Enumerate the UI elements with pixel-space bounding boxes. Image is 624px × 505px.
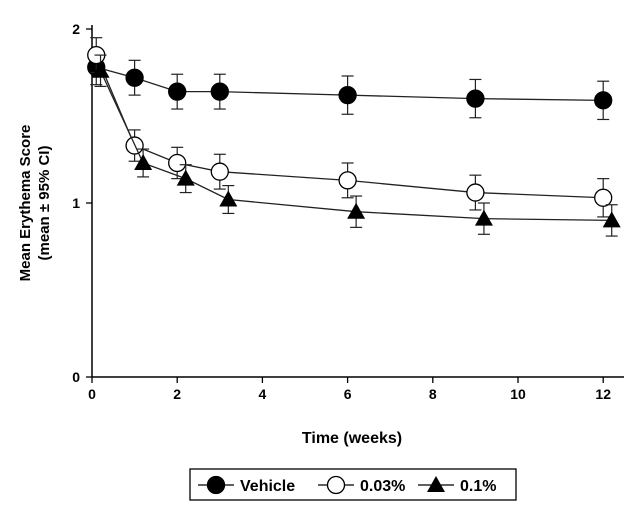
series-01 [91,54,621,237]
series-group [87,37,621,237]
data-point [210,82,229,101]
data-point [125,68,144,87]
legend-marker [427,476,445,492]
data-point [168,82,187,101]
data-point [134,153,153,170]
legend-item: 0.03% [318,475,405,495]
y-tick-label: 1 [72,195,80,211]
y-tick-label: 2 [72,21,80,37]
x-tick-label: 10 [510,386,526,402]
data-point [91,61,110,78]
data-point [594,188,613,207]
y-tick-label: 0 [72,369,80,385]
legend-item: 0.1% [418,476,496,495]
legend: Vehicle 0.03% 0.1% [189,468,517,501]
data-point [168,153,187,173]
data-point [338,85,357,105]
data-point [176,169,195,186]
x-tick-label: 6 [344,386,352,402]
legend-label: Vehicle [240,478,295,495]
x-tick-label: 4 [259,386,267,402]
series-Vehicle [87,49,613,121]
data-point [210,162,229,181]
legend-label: 0.1% [460,478,496,495]
x-tick-label: 8 [429,386,437,402]
x-tick-label: 0 [88,386,96,402]
legend-marker [206,475,226,495]
y-axis-label-line1: Mean Erythema Score [17,125,34,282]
data-point [474,209,493,226]
x-tick-label: 2 [173,386,181,402]
x-axis-label: Time (weeks) [302,430,402,447]
x-tick-label: 12 [595,386,611,402]
series-003 [87,37,613,218]
data-point [466,89,485,108]
legend-marker [326,475,346,495]
legend-label: 0.03% [360,478,405,495]
y-axis-label-line2: (mean ± 95% CI) [36,146,53,261]
data-point [219,190,238,207]
data-point [602,211,621,228]
data-point [347,202,366,219]
data-point [338,171,357,190]
data-point [594,91,613,110]
data-point [466,183,485,202]
legend-item: Vehicle [198,475,295,495]
